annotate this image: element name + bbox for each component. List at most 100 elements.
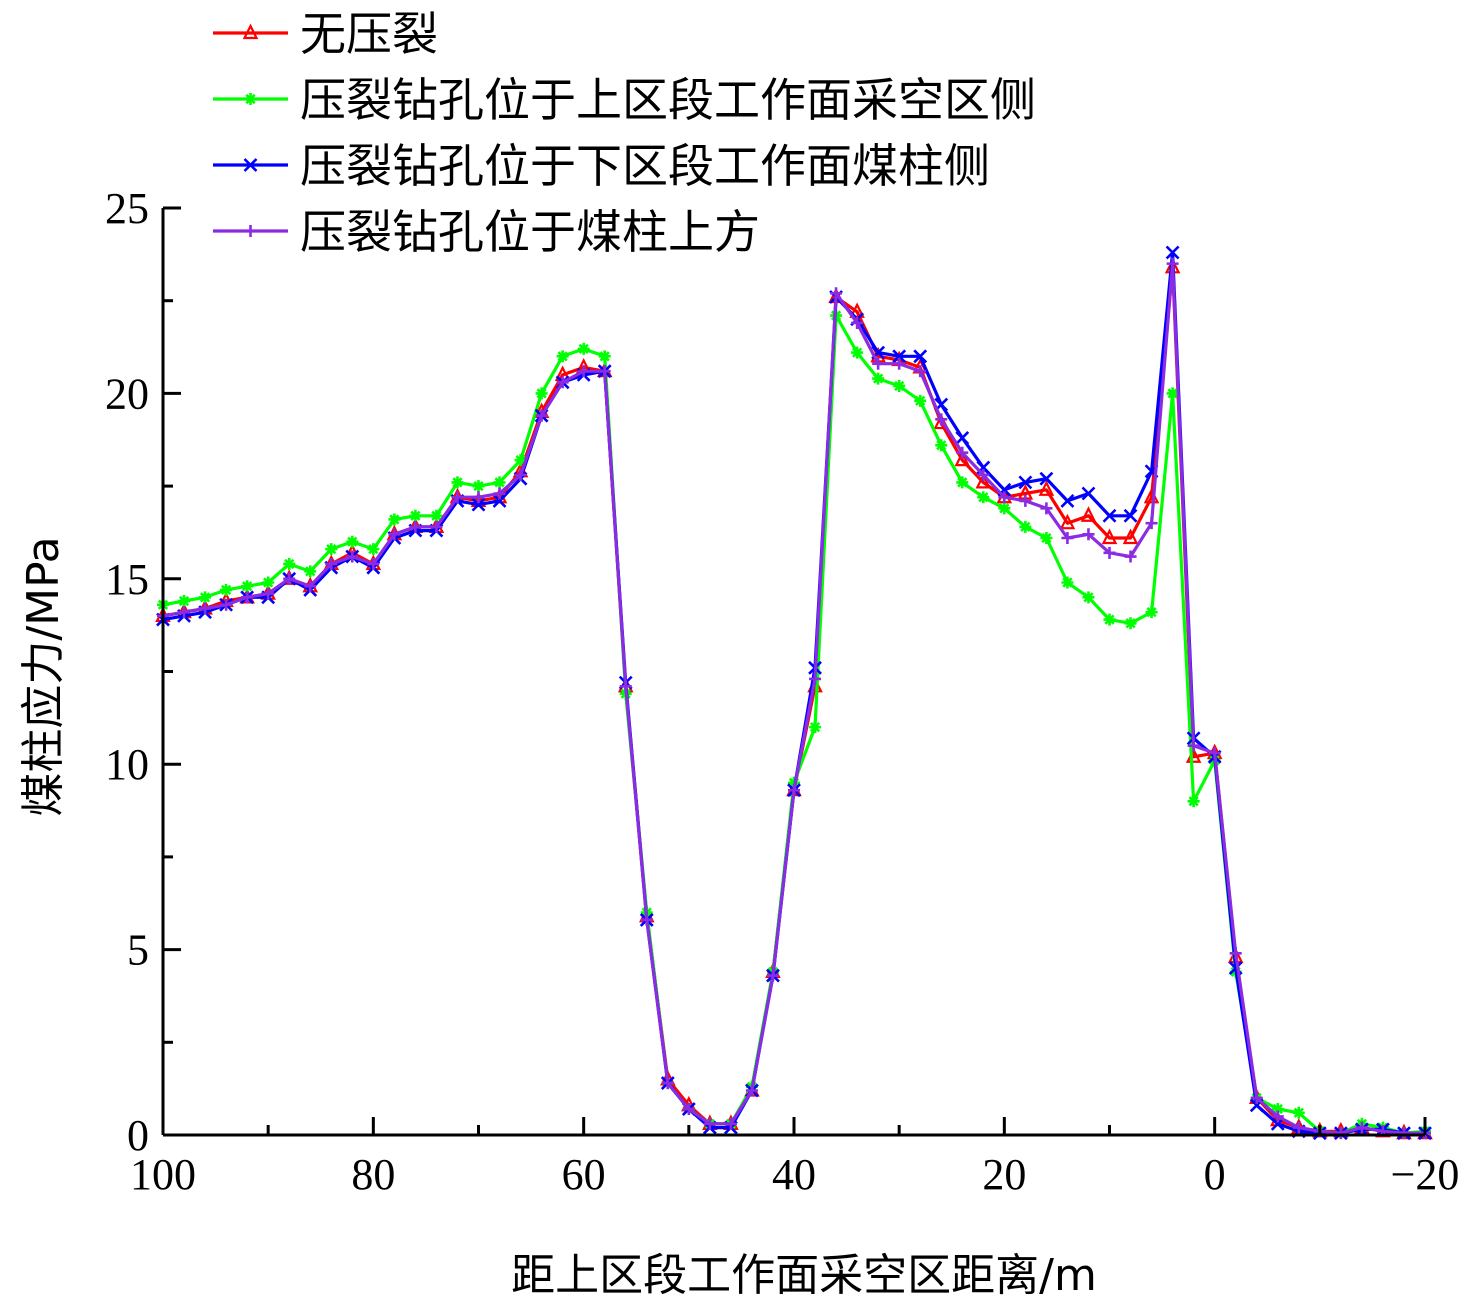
series-2-point xyxy=(1187,795,1200,808)
series-2-point xyxy=(388,513,401,526)
series-4-point xyxy=(1229,947,1242,960)
series-1-point xyxy=(849,302,865,318)
series-4-point xyxy=(1124,550,1137,563)
y-axis-title: 煤柱应力/MPa xyxy=(18,536,69,816)
x-tick-label: 40 xyxy=(772,1150,816,1199)
series-2-point xyxy=(220,583,233,596)
series-2-point xyxy=(514,454,527,467)
series-4-point xyxy=(998,491,1011,504)
series-4-point xyxy=(851,316,864,329)
series-4-point xyxy=(788,784,800,797)
series-3-point xyxy=(1102,508,1117,523)
series-4-point xyxy=(619,680,632,693)
series-2-point xyxy=(304,565,317,578)
series-4-point xyxy=(598,365,611,378)
series-4-point xyxy=(388,528,401,541)
series-2-point xyxy=(1040,532,1053,545)
series-2-point xyxy=(1166,387,1179,400)
series-4-point xyxy=(178,606,191,619)
series-3-point xyxy=(1123,508,1138,523)
series-4-point xyxy=(809,672,822,685)
series-4-point xyxy=(956,446,969,459)
series-4-point xyxy=(1292,1121,1305,1134)
series-4-point xyxy=(1040,502,1053,515)
series-4-point xyxy=(935,413,948,426)
series-1-line xyxy=(162,265,1425,1135)
tick-layer: 0 5 10 15 20 25 100 80 60 40 20 0 −20 xyxy=(105,184,1459,1199)
series-4-point xyxy=(1145,517,1158,530)
series-4-point xyxy=(1019,494,1032,507)
series-2-point xyxy=(998,502,1011,515)
series-3-point xyxy=(1060,494,1075,508)
legend-label: 压裂钻孔位于上区段工作面采空区侧 xyxy=(300,73,1036,127)
series-2-point xyxy=(977,491,990,504)
legend-marker xyxy=(243,158,258,172)
series-2-point xyxy=(241,580,254,593)
series-4-point xyxy=(514,468,527,481)
series-4-point xyxy=(1166,257,1179,270)
series-2-point xyxy=(598,350,611,363)
series-2-point xyxy=(1145,606,1158,619)
series-3-point xyxy=(1081,486,1096,501)
series-2-point xyxy=(1019,520,1032,533)
y-tick-label: 0 xyxy=(127,1111,149,1160)
series-4-point xyxy=(430,520,443,533)
series-2-point xyxy=(956,476,969,489)
y-tick-label: 5 xyxy=(127,926,149,975)
series-4-point xyxy=(493,487,506,500)
series-2-point xyxy=(430,509,443,522)
series-4-point xyxy=(1103,546,1116,559)
legend-marker xyxy=(242,23,259,40)
series-4-line xyxy=(162,262,1425,1135)
series-4-point xyxy=(283,572,296,585)
series-3-point xyxy=(1018,475,1033,490)
series-2-point xyxy=(283,557,296,570)
series-1-point xyxy=(954,450,971,467)
series-4-point xyxy=(1061,532,1074,545)
series-4-point xyxy=(346,550,359,563)
series-2-point xyxy=(872,372,885,385)
series-1-point xyxy=(1080,506,1097,522)
y-tick-label: 20 xyxy=(105,369,149,418)
series-4-point xyxy=(703,1117,716,1130)
series-2-point xyxy=(367,543,380,556)
series-4-point xyxy=(220,598,233,611)
series-3-point xyxy=(492,494,507,508)
series-4-point xyxy=(241,591,254,604)
series-2-point xyxy=(935,439,948,452)
series-4-point xyxy=(1208,747,1221,760)
series-2-point xyxy=(262,576,275,589)
series-3-point xyxy=(955,430,970,445)
series-4-point xyxy=(262,587,275,600)
series-3-point xyxy=(471,497,486,512)
series-2-point xyxy=(1292,1106,1305,1119)
series-4-point xyxy=(1082,528,1095,541)
series-1-point xyxy=(975,472,992,489)
series-4-point xyxy=(893,357,906,370)
series-4-point xyxy=(556,376,569,389)
y-tick-label: 15 xyxy=(105,555,149,604)
series-2-point xyxy=(851,346,864,359)
series-2-point xyxy=(535,387,548,400)
series-2-point xyxy=(451,476,464,489)
x-tick-label: 20 xyxy=(982,1150,1026,1199)
series-2-point xyxy=(409,509,422,522)
series-4-point xyxy=(766,969,779,982)
series-4-point xyxy=(682,1103,695,1116)
series-4-point xyxy=(1271,1110,1284,1123)
series-4-point xyxy=(304,580,317,593)
series-4-point xyxy=(409,520,422,533)
series-2-point xyxy=(1082,591,1095,604)
series-4-point xyxy=(914,365,927,378)
series-4-point xyxy=(724,1117,737,1130)
series-2-point xyxy=(556,350,569,363)
series-4-point xyxy=(199,602,212,615)
series-1-point xyxy=(1101,528,1118,545)
legend-marker xyxy=(244,93,257,105)
axis-layer xyxy=(161,208,1425,1137)
series-2-point xyxy=(493,476,506,489)
x-tick-label: 0 xyxy=(1204,1150,1226,1199)
series-1-point xyxy=(1122,528,1139,545)
series-2-point xyxy=(325,543,338,556)
